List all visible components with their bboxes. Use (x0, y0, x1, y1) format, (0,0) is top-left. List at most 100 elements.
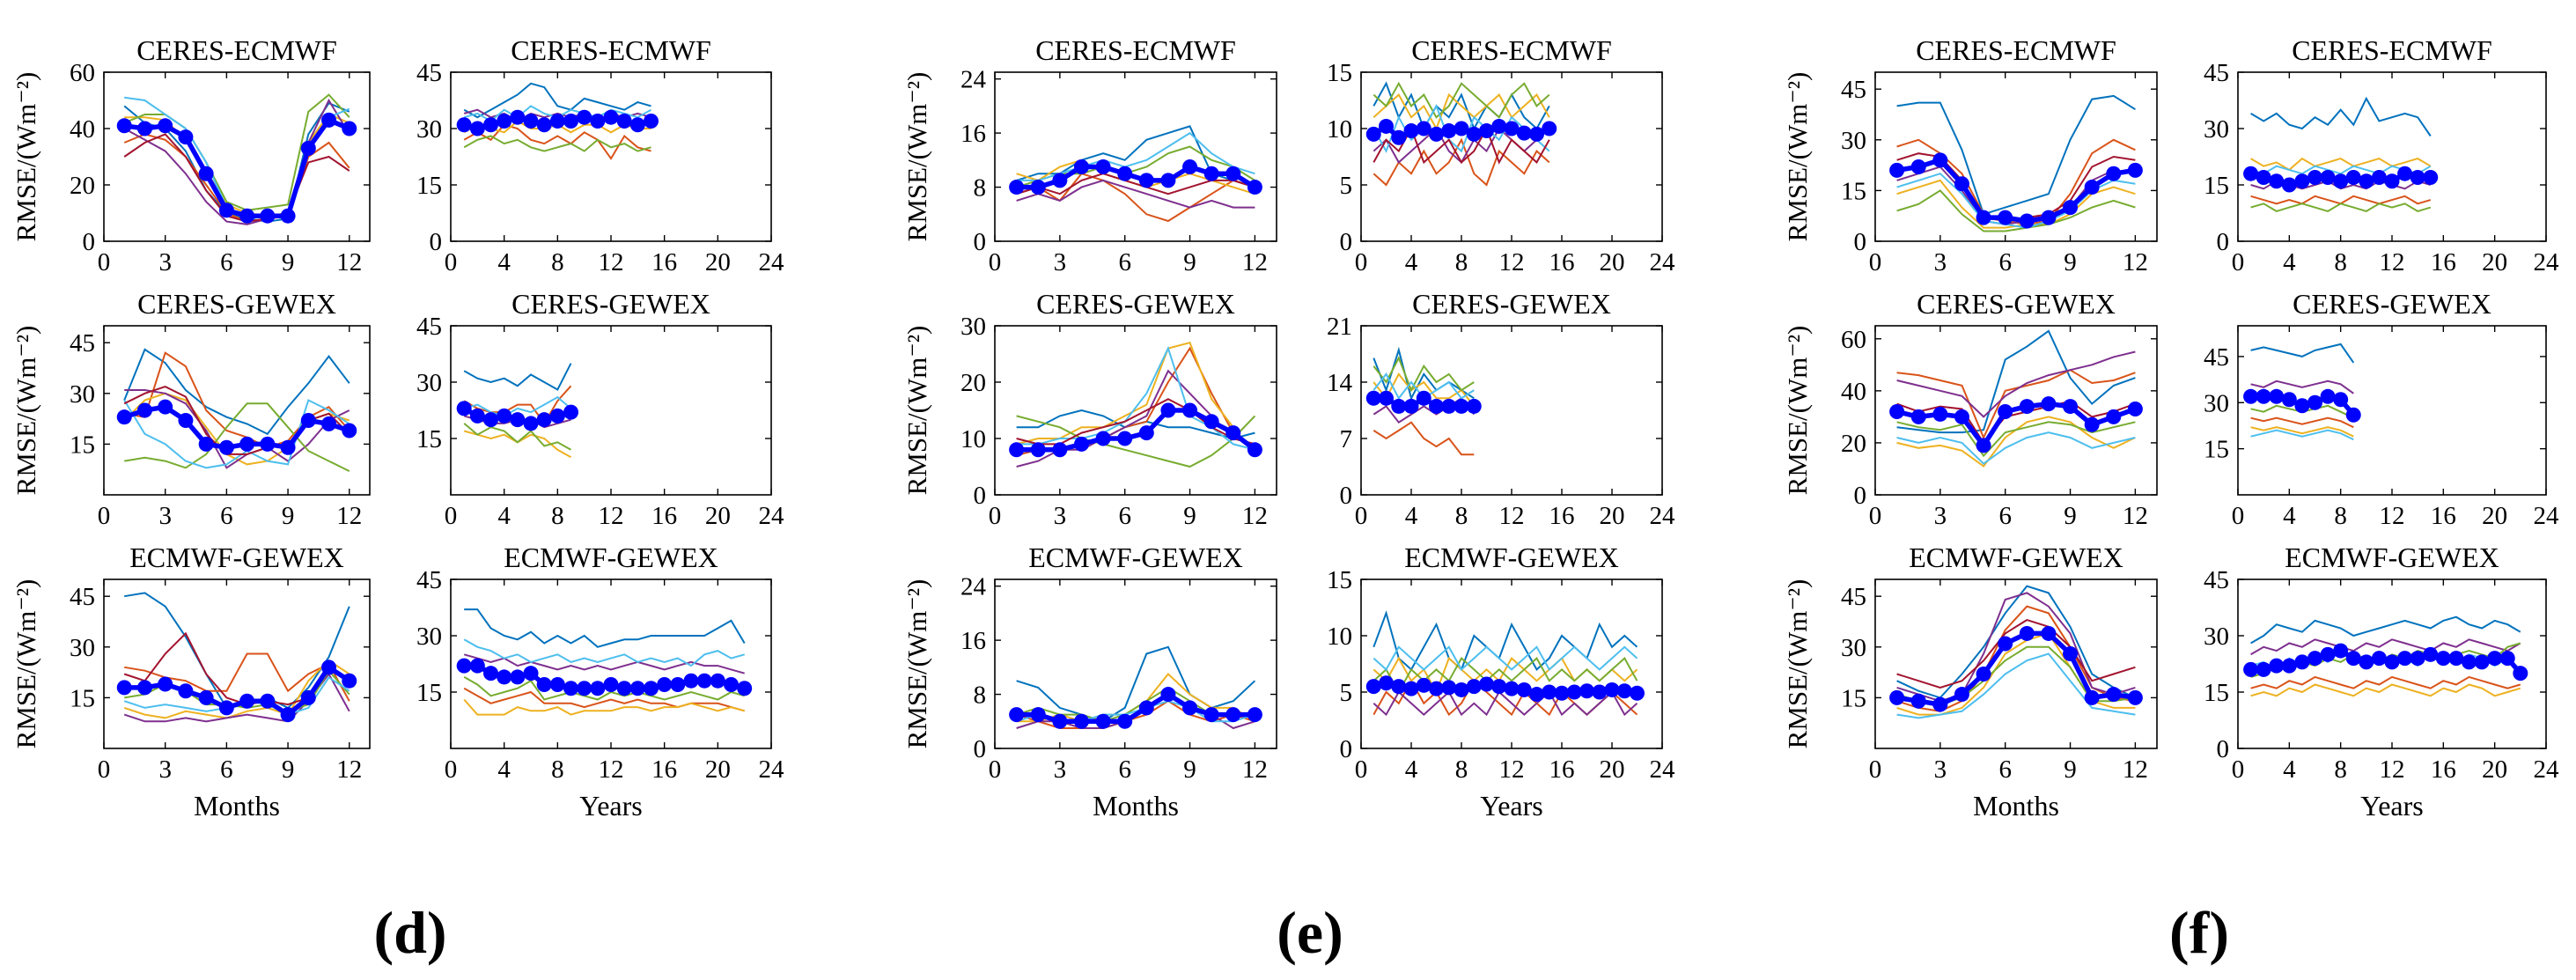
x-tick-label: 9 (282, 502, 295, 530)
x-tick-label: 4 (497, 755, 511, 784)
mean-series-point (1889, 162, 1905, 178)
x-tick-label: 4 (497, 502, 511, 530)
mean-series-point (1429, 126, 1444, 142)
mean-series-point (2019, 625, 2035, 641)
plot-frame (994, 71, 1277, 242)
subplot-title: CERES-ECMWF (1035, 34, 1236, 66)
x-tick-label: 12 (2123, 755, 2148, 784)
mean-series-point (1554, 685, 1570, 701)
mean-series-point (1403, 123, 1419, 139)
mean-series-point (1138, 425, 1154, 441)
mean-series-point (2281, 177, 2297, 193)
mean-series-point (497, 669, 512, 685)
mean-series-point (1529, 687, 1544, 703)
mean-series-point (280, 707, 296, 723)
mean-series-point (1138, 173, 1154, 188)
mean-series-point (1954, 409, 1969, 424)
y-tick-label: 14 (1327, 369, 1353, 397)
mean-series-point (1542, 684, 1557, 700)
mean-series-point (590, 113, 606, 129)
x-tick-label: 6 (220, 502, 233, 530)
x-tick-label: 16 (1549, 502, 1575, 530)
x-tick-label: 9 (2064, 755, 2077, 784)
x-tick-label: 0 (1355, 502, 1368, 530)
series-line (124, 652, 350, 702)
mean-series-point (300, 140, 316, 156)
x-tick-label: 8 (1455, 755, 1468, 784)
mean-series-point (239, 693, 255, 709)
y-tick-label: 5 (1340, 679, 1353, 707)
x-tick-label: 3 (1054, 502, 1067, 530)
x-tick-label: 0 (2232, 755, 2245, 784)
subplot-d-2-1: CERES-GEWEX 0 3 6 9 12 15 30 45 RMSE/(Wm⁻²) (11, 288, 371, 530)
y-tick-label: 30 (2204, 115, 2229, 144)
panel-label-d: (d) (373, 899, 446, 966)
series-lines (1889, 94, 2143, 232)
subplot-title: CERES-ECMWF (136, 34, 337, 66)
y-tick-label: 8 (974, 682, 987, 710)
mean-series-point (2320, 646, 2336, 662)
x-tick-label: 24 (759, 502, 785, 530)
subplot-d-2-2: CERES-GEWEX 0 4 8 12 16 20 24 15 30 45 (416, 288, 784, 530)
mean-series-point (1379, 118, 1394, 134)
x-tick-label: 12 (1242, 502, 1268, 530)
series-lines (1365, 610, 1645, 717)
x-tick-label: 16 (651, 755, 677, 784)
y-tick-label: 10 (960, 425, 986, 453)
y-tick-label: 0 (83, 228, 96, 256)
mean-series-point (2063, 399, 2079, 415)
series-line (1373, 104, 1550, 153)
mean-series-point (2359, 654, 2374, 670)
mean-series-point (2041, 396, 2057, 412)
mean-series-point (280, 439, 296, 455)
x-tick-label: 12 (599, 502, 624, 530)
x-tick-label: 0 (98, 248, 111, 276)
series-line (1896, 350, 2136, 418)
mean-series-point (321, 416, 337, 431)
panel-label-f: (f) (2169, 899, 2229, 966)
x-tick-label: 24 (1650, 502, 1676, 530)
series-line (124, 389, 350, 469)
mean-series-point (1160, 173, 1176, 188)
mean-series-point (198, 436, 214, 452)
mean-series-point (1454, 682, 1469, 697)
x-tick-label: 20 (1600, 755, 1625, 784)
mean-series-point (456, 117, 472, 133)
mean-series-point (510, 669, 526, 685)
mean-series-point (342, 121, 357, 136)
mean-series-point (483, 412, 498, 428)
mean-series-point (563, 404, 578, 420)
mean-series-point (483, 117, 498, 133)
mean-series-point (2333, 643, 2349, 659)
mean-series-point (497, 408, 512, 424)
x-tick-label: 24 (2534, 248, 2560, 276)
mean-series-point (644, 113, 659, 129)
mean-series-point (136, 680, 152, 696)
series-line (463, 698, 745, 716)
mean-series-point (1365, 126, 1381, 142)
subplot-e-3-2: ECMWF-GEWEX 0 4 8 12 16 20 24 0 5 10 15 Years (1327, 542, 1675, 822)
mean-series-point (469, 121, 485, 136)
x-tick-label: 20 (1600, 248, 1625, 276)
x-tick-label: 12 (1499, 502, 1525, 530)
mean-series-point (523, 666, 539, 682)
x-tick-label: 12 (1499, 248, 1525, 276)
y-tick-label: 10 (1327, 115, 1352, 144)
mean-series-point (2294, 654, 2310, 670)
x-tick-label: 6 (1998, 502, 2012, 530)
mean-series-point (1379, 675, 1394, 691)
mean-series-point (1391, 398, 1407, 414)
subplot-f-2-2: CERES-GEWEX 0 4 8 12 16 20 24 15 30 45 (2204, 288, 2559, 530)
x-tick-label: 12 (2123, 248, 2148, 276)
x-tick-label: 9 (1183, 755, 1196, 784)
x-tick-label: 0 (1869, 755, 1882, 784)
mean-series-point (2041, 625, 2057, 641)
y-tick-label: 30 (1841, 634, 1866, 662)
x-tick-label: 12 (1242, 248, 1268, 276)
y-tick-label: 24 (960, 66, 987, 94)
mean-series-point (2063, 645, 2079, 661)
mean-series-point (2435, 651, 2451, 667)
mean-series-point (2345, 169, 2361, 185)
mean-series-point (2106, 409, 2122, 424)
mean-series-point (2448, 651, 2464, 667)
